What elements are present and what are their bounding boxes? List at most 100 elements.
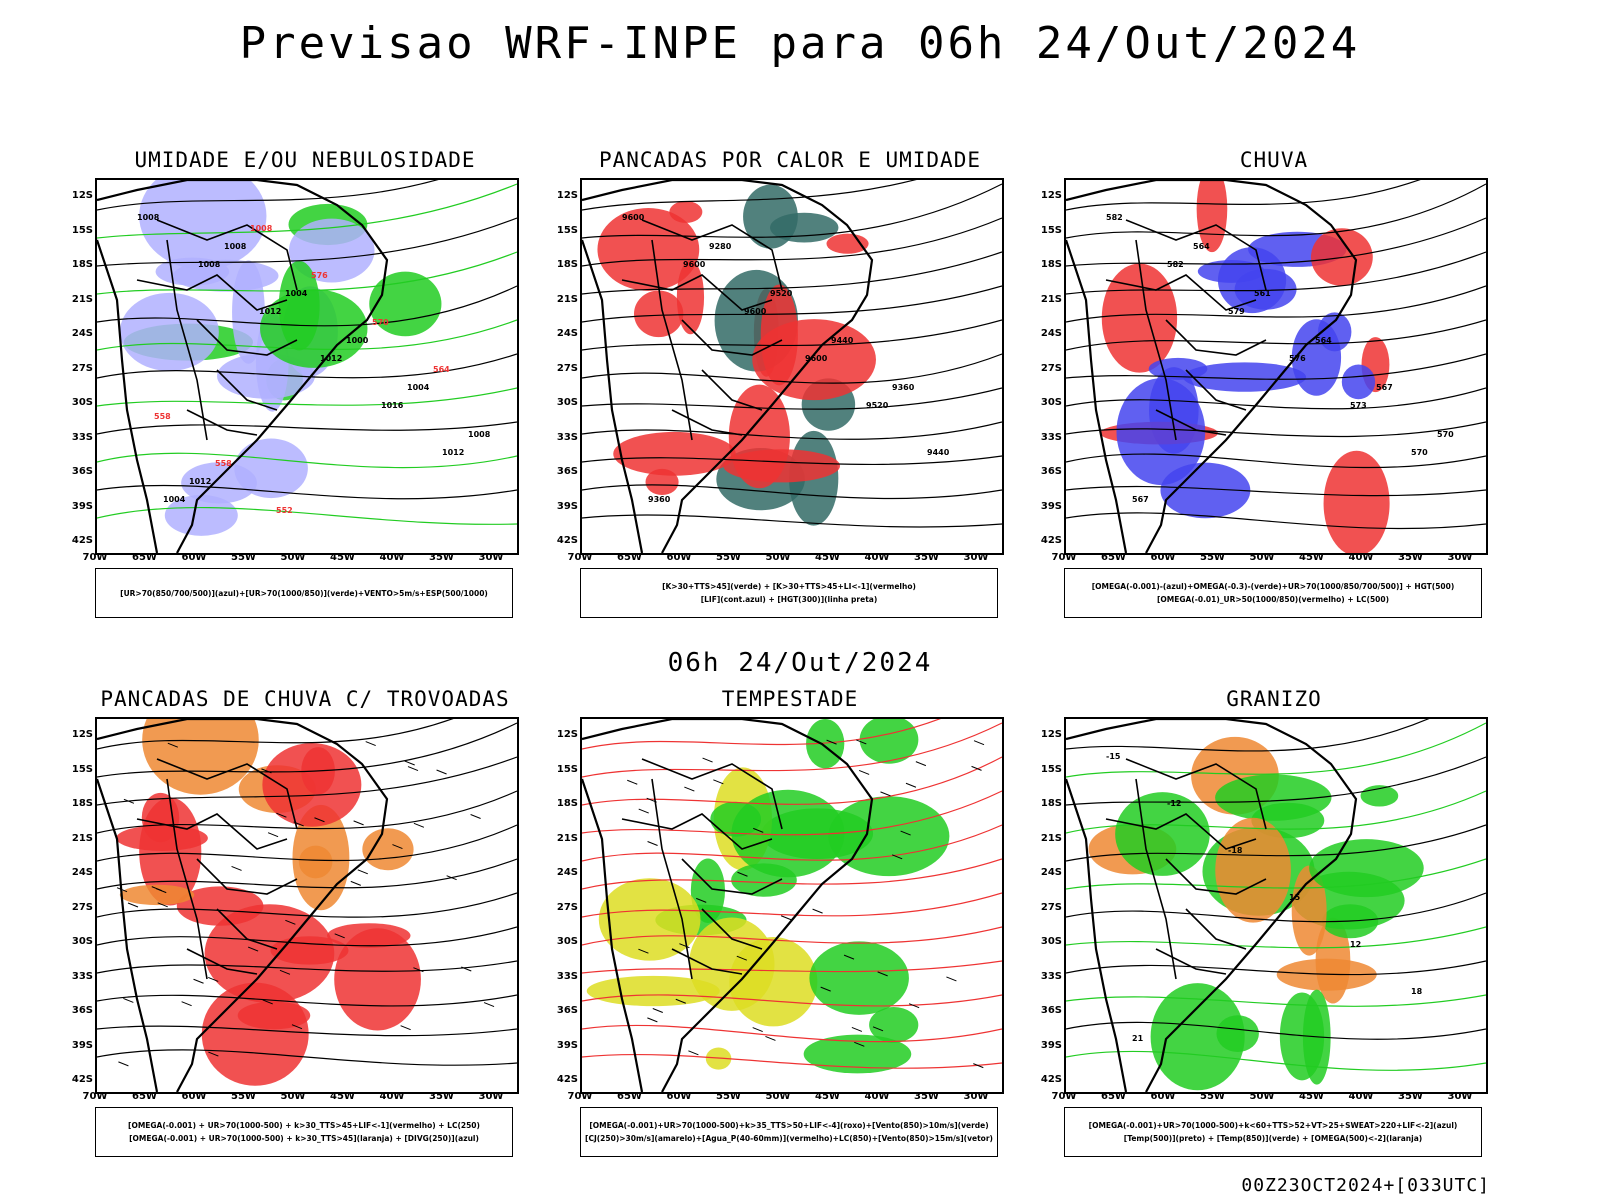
coastline [1066, 180, 1358, 553]
lon-tick-label: 35W [429, 1091, 454, 1102]
contour-line [97, 319, 517, 351]
wind-vector [446, 875, 457, 881]
lat-tick-label: 30S [556, 936, 578, 947]
contour-label: 576 [311, 271, 328, 280]
contour-line [1066, 926, 1486, 949]
wind-vector [413, 967, 424, 973]
weather-map: 582 582 579 576 573 570 567 564 561 564 567 570 [1066, 180, 1486, 553]
lon-tick-label: 55W [1200, 1091, 1225, 1102]
lon-tick-label: 60W [1150, 552, 1176, 563]
contour-line [97, 452, 517, 469]
contour-label: 1012 [259, 307, 281, 316]
country-border [1105, 274, 1257, 311]
shaded-region [142, 719, 259, 795]
country-border [136, 274, 288, 311]
lat-tick-label: 33S [556, 970, 578, 982]
wind-vector [684, 786, 695, 792]
contour-line [582, 387, 1002, 410]
wind-vector [752, 1027, 763, 1033]
contour-line [97, 824, 517, 862]
lat-tick-label: 36S [1040, 466, 1062, 477]
shaded-region [728, 384, 790, 489]
contour-label: 570 [1437, 430, 1454, 439]
shaded-region [752, 319, 876, 401]
contour-line [97, 421, 517, 435]
contour-line [1066, 722, 1486, 778]
contour-label: 9600 [744, 307, 767, 316]
shaded-region [1183, 362, 1307, 392]
lat-tick-label: 42S [71, 1074, 93, 1085]
lat-tick-label: 33S [556, 431, 578, 443]
contour-line [97, 756, 517, 806]
contour-label: 1008 [137, 213, 160, 222]
wind-vector [973, 1063, 984, 1069]
shaded-region [119, 884, 195, 906]
contour-label: 1004 [285, 289, 308, 298]
wind-vector [638, 948, 649, 954]
contour-line [97, 183, 517, 239]
shaded-region [613, 431, 736, 476]
contour-label: 1012 [320, 354, 342, 363]
shaded-region [1215, 817, 1291, 923]
lon-tick-label: 60W [666, 552, 692, 563]
shaded-region [119, 292, 219, 372]
contour-line [1066, 353, 1486, 380]
lat-tick-label: 39S [71, 500, 93, 512]
lon-tick-label: 30W [1447, 552, 1473, 563]
contour-line [582, 926, 1002, 946]
wind-vector [702, 757, 713, 763]
lat-tick-label: 18S [71, 259, 93, 270]
shaded-region [597, 208, 700, 291]
shaded-region [204, 904, 335, 1003]
shaded-region [803, 1034, 912, 1074]
contour-line [1066, 217, 1486, 267]
shaded-region [288, 218, 375, 283]
coastline [97, 778, 159, 1092]
lat-tick-label: 27S [1040, 901, 1062, 913]
country-border [621, 813, 773, 850]
country-border [1165, 319, 1267, 356]
wind-vector [647, 841, 658, 846]
lon-tick-label: 50W [280, 1091, 306, 1102]
contour-label: 570 [1411, 448, 1428, 457]
lat-tick-label: 21S [71, 293, 93, 305]
lon-tick-label: 40W [1348, 552, 1374, 563]
contour-line [582, 824, 1002, 862]
lon-tick-label: 45W [815, 1091, 840, 1102]
country-border [1155, 409, 1227, 436]
contour-label: 1008 [468, 430, 491, 439]
lat-tick-label: 15S [1040, 763, 1062, 775]
contour-label: 570 [372, 318, 389, 327]
contour-line [97, 180, 439, 211]
contour-line [1066, 790, 1486, 834]
lat-tick-label: 42S [556, 1074, 578, 1085]
contour-label: 579 [1228, 307, 1245, 316]
panel-chuva: CHUVA 12S 15S 18S 21S 24S 27S 30S 33S 36S 39S 42S 70… [1024, 148, 1524, 628]
legend-line: [K>30+TTS>45](verde) + [K>30+TTS>45+LI<-… [662, 582, 916, 591]
legend-line: [Temp(500)](preto) + [Temp(850)](verde) … [1123, 1134, 1423, 1143]
panel-legend: [OMEGA(-0.001)+UR>70(1000-500)+k>35_TTS>… [580, 1107, 998, 1157]
panel-title: PANCADAS DE CHUVA C/ TROVOADAS [100, 687, 510, 711]
wind-vector [231, 866, 242, 871]
country-border [216, 369, 278, 411]
country-border [1125, 219, 1267, 291]
map-frame: 1008 1008 1012 1012 1016 1012 1004 1008 1004 1000… [95, 178, 519, 555]
wind-vector [123, 997, 134, 1003]
lon-tick-label: 35W [914, 552, 939, 563]
lat-tick-label: 33S [1040, 431, 1062, 443]
wind-vector [127, 902, 139, 908]
lon-tick-label: 30W [963, 552, 989, 563]
wind-vector [151, 886, 162, 892]
lon-tick-label: 40W [1348, 1091, 1374, 1102]
lon-tick-label: 60W [181, 1091, 207, 1102]
country-border [166, 239, 208, 441]
shaded-region [669, 201, 703, 223]
country-border [621, 274, 773, 311]
contour-line [97, 353, 517, 379]
lat-tick-label: 18S [556, 259, 578, 270]
lat-tick-label: 24S [1040, 867, 1062, 878]
shaded-region [1341, 364, 1376, 400]
lat-tick-label: 30S [71, 936, 93, 947]
contour-label: 561 [1254, 289, 1271, 298]
lon-tick-label: 70W [1051, 552, 1077, 563]
